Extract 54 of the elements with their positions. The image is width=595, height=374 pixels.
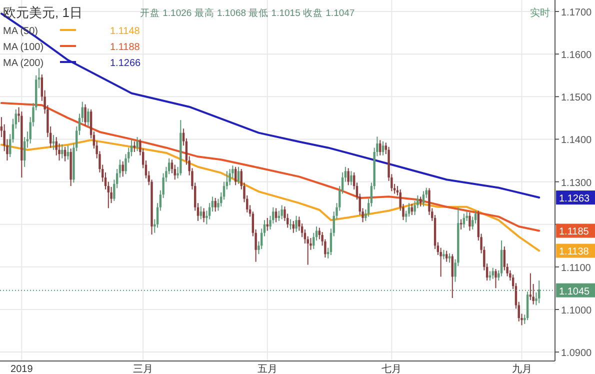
- x-tick-label: 三月: [133, 364, 154, 374]
- candlestick: [526, 291, 529, 321]
- annotation: 开盘 1.1026 最高 1.1068 最低 1.1015 收盘 1.1047: [140, 7, 355, 19]
- candlestick: [202, 208, 205, 223]
- text: 1.1138: [559, 246, 590, 258]
- y-tick-label: 1.0900: [561, 348, 592, 360]
- x-tick-label: 九月: [512, 363, 532, 374]
- candlestick: [234, 166, 237, 186]
- y-tick-label: 1.1000: [561, 305, 592, 316]
- text: 1.1263: [559, 194, 590, 205]
- candlestick: [295, 215, 298, 233]
- chart-title: 欧元美元, 1日: [3, 5, 82, 20]
- candlestick: [136, 136, 138, 152]
- candlestick: [84, 104, 86, 126]
- candlestick: [379, 140, 382, 156]
- candlestick: [87, 108, 90, 127]
- candlestick: [350, 170, 352, 186]
- y-tick-label: 1.1100: [561, 262, 592, 274]
- candlestick: [500, 240, 503, 277]
- ref-line-label: 1.1045: [559, 286, 590, 298]
- candlestick: [446, 250, 448, 262]
- x-tick-label: 五月: [257, 364, 278, 374]
- line-series: [0, 139, 540, 252]
- text: 1.1185: [559, 226, 590, 238]
- candlestick: [462, 213, 466, 228]
- candlestick: [468, 212, 471, 232]
- y-tick-label: 1.1400: [561, 135, 592, 146]
- candlestick: [228, 168, 231, 186]
- x-tick-label: 2019: [10, 364, 34, 374]
- candlestick: [110, 186, 112, 204]
- y-tick-label: 1.1500: [561, 92, 592, 104]
- candlestick: [422, 190, 425, 207]
- candlestick: [442, 249, 445, 260]
- legend-label: MA (100): [3, 42, 44, 53]
- candlestick: [460, 218, 462, 230]
- y-tick-label: 1.1600: [561, 50, 592, 62]
- legend-label: MA (200): [3, 58, 44, 69]
- candlestick: [274, 208, 278, 223]
- annotation: 实时: [530, 7, 550, 19]
- y-tick-label: 1.1300: [561, 178, 592, 189]
- x-tick-label: 七月: [382, 363, 402, 374]
- candlestick: [382, 140, 384, 156]
- candlestick: [280, 204, 283, 220]
- annotation: 1.1188: [110, 42, 140, 53]
- candlestick: [214, 197, 216, 212]
- candlestick: [492, 267, 494, 280]
- candlestick: [122, 160, 124, 178]
- y-tick-label: 1.1700: [561, 7, 592, 18]
- annotation: 1.1148: [110, 26, 140, 37]
- candlestick: [494, 268, 497, 289]
- candlestick: [347, 168, 350, 186]
- candlestick: [237, 166, 240, 184]
- candlestick: [200, 206, 202, 220]
- annotation: 1.1266: [110, 58, 142, 69]
